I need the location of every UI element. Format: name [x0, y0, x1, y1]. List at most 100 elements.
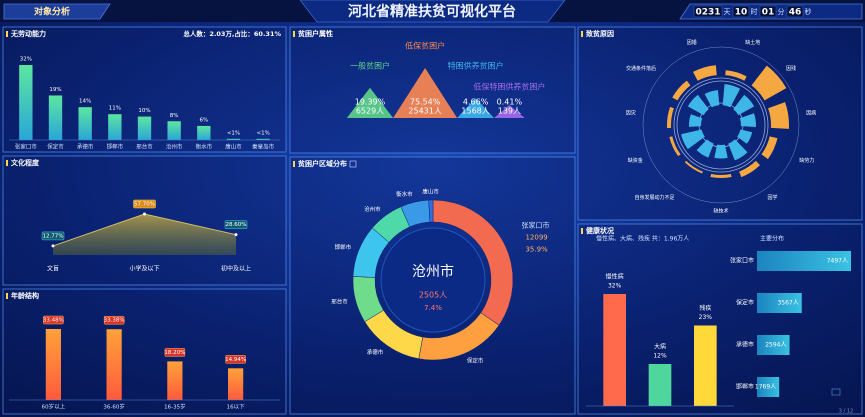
- triangle-bar: [494, 105, 525, 118]
- timer-unit: 秒: [805, 7, 812, 16]
- point: [143, 212, 146, 216]
- value-label: 4.66%: [463, 98, 489, 107]
- slice-label: 邯郸市: [335, 243, 352, 251]
- polar-bar: [751, 65, 787, 101]
- category-label: 张家口市: [15, 143, 38, 151]
- slice-label: 唐山市: [422, 188, 439, 196]
- category-label: 缺资金: [628, 157, 643, 164]
- donut-slice: [428, 199, 434, 223]
- slice-label: 邢台市: [331, 297, 348, 305]
- hbar: [757, 251, 851, 271]
- panel-title: 贫困户区域分布: [298, 159, 347, 168]
- bar: [167, 121, 181, 140]
- category-label: 残疾: [699, 304, 711, 312]
- panel-marker: [6, 160, 8, 166]
- bar: [197, 125, 211, 140]
- value-label: 12.77%: [43, 233, 64, 239]
- value-label: 75.54%: [410, 98, 441, 107]
- value-label: 2594人: [765, 342, 786, 349]
- polar-ring: [676, 80, 766, 170]
- slice-label: 保定市: [467, 357, 484, 365]
- polar-bar: [722, 84, 741, 108]
- point: [234, 233, 238, 237]
- category-label: 因残: [786, 65, 796, 72]
- timer-number: 0231: [695, 8, 720, 18]
- timer-number: 46: [789, 8, 802, 18]
- value-label: 12%: [653, 353, 667, 360]
- category-label: 因学: [767, 194, 777, 201]
- value-label-box: [103, 315, 125, 325]
- panel-title: 贫困户属性: [298, 29, 333, 38]
- polar-bar: [696, 139, 714, 158]
- bar: [106, 329, 122, 400]
- category-label: 保定市: [47, 143, 64, 151]
- slice-label: 沧州市: [364, 205, 381, 213]
- value-label: 23%: [699, 314, 713, 321]
- polar-bar: [704, 90, 720, 108]
- point: [51, 244, 55, 248]
- category-label: 文盲: [47, 265, 59, 273]
- bar: [226, 138, 241, 140]
- polar-bar: [739, 160, 761, 178]
- category-label: 特困供养贫困户: [448, 61, 504, 71]
- value-label: <1%: [256, 130, 269, 136]
- panel-title: 致贫原因: [586, 29, 614, 38]
- triangle-bar: [393, 68, 458, 118]
- value-label: 0.41%: [497, 98, 523, 107]
- center-name: 沧州市: [412, 263, 454, 280]
- polar-bar: [725, 70, 747, 81]
- count-label: 139人: [498, 107, 521, 116]
- slice-percent: 35.9%: [525, 245, 548, 253]
- value-label: 1769人: [755, 384, 776, 391]
- category-label: 缺劳力: [799, 157, 814, 164]
- panel-title: 健康状况: [586, 226, 614, 235]
- category-label: 秦皇岛市: [252, 143, 275, 151]
- panel-title: 文化程度: [11, 158, 40, 167]
- category-label: 缺土地: [745, 39, 760, 46]
- count-label: 1568人: [461, 107, 489, 116]
- category-label: 因灾: [626, 109, 636, 116]
- polar-bar: [692, 65, 717, 81]
- polar-bar: [687, 94, 709, 116]
- value-label-box: [225, 355, 246, 364]
- count-label: 25431人: [408, 107, 441, 116]
- polar-bar: [681, 129, 705, 150]
- center-value: 2505人: [419, 291, 447, 300]
- value-label: 3567人: [777, 300, 798, 307]
- value-label: 10%: [138, 108, 150, 114]
- category-label: 邯郸市: [736, 383, 754, 391]
- category-label: 承德市: [77, 143, 94, 151]
- panel-marker: [293, 31, 295, 37]
- category-label: 大病: [654, 343, 666, 351]
- value-label: 8%: [170, 113, 179, 119]
- timer-unit: 时: [751, 7, 758, 16]
- table-icon[interactable]: [831, 388, 841, 396]
- bar: [78, 107, 92, 140]
- category-label: 小学及以下: [129, 265, 159, 273]
- category-label: 16以下: [227, 404, 245, 411]
- polar-bar: [672, 80, 691, 101]
- category-label: 保定市: [736, 299, 754, 307]
- value-label: 7497人: [827, 258, 848, 265]
- tab-shape: [3, 3, 111, 20]
- value-label-box: [224, 220, 248, 229]
- category-label: 因婚: [687, 39, 697, 46]
- category-label: 36-60岁: [103, 403, 124, 411]
- timer-number: 01: [762, 8, 775, 18]
- category-label: 低保特困供养贫困户: [473, 82, 545, 92]
- category-label: 缺技术: [713, 208, 728, 215]
- triangle-bar: [346, 87, 394, 118]
- value-label: 6%: [199, 117, 208, 123]
- value-label: 33.48%: [43, 318, 64, 324]
- value-label: <1%: [227, 130, 240, 136]
- value-label: 33.38%: [104, 318, 125, 324]
- category-label: 一般贫困户: [350, 61, 390, 71]
- polar-bar: [710, 174, 732, 178]
- expand-icon[interactable]: [349, 160, 357, 168]
- value-label: 18.20%: [164, 350, 185, 356]
- panel-subtitle: 总人数：2.03万,占比：60.31%: [183, 29, 281, 38]
- value-label-box: [133, 199, 156, 209]
- polar-bar: [737, 129, 753, 144]
- category-label: 唐山市: [225, 143, 242, 151]
